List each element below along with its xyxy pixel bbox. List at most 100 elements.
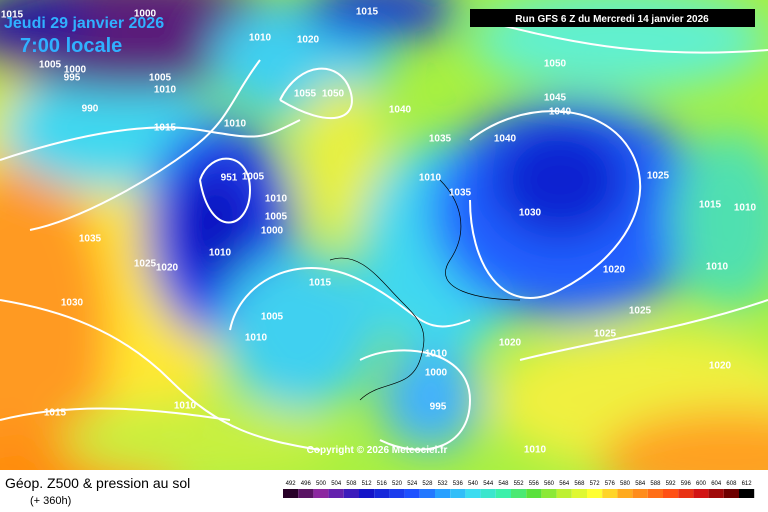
- colorbar-label: 524: [407, 481, 418, 487]
- colorbar-swatch: [404, 489, 420, 498]
- colorbar-swatch: [678, 489, 694, 498]
- colorbar-label: 496: [301, 481, 312, 487]
- colorbar-label: 528: [422, 481, 433, 487]
- copyright: Copyright © 2026 Meteociel.fr: [307, 445, 448, 456]
- colorbar-label: 568: [574, 481, 585, 487]
- pressure-label: 1015: [699, 200, 722, 211]
- run-info: Run GFS 6 Z du Mercredi 14 janvier 2026: [515, 14, 709, 25]
- pressure-label: 1010: [224, 119, 247, 130]
- pressure-label: 1040: [494, 134, 517, 145]
- colorbar-label: 592: [666, 481, 677, 487]
- pressure-label: 1020: [156, 263, 179, 274]
- pressure-label: 1000: [425, 368, 448, 379]
- pressure-label: 1010: [734, 203, 757, 214]
- colorbar-label: 572: [590, 481, 601, 487]
- colorbar-swatch: [419, 489, 435, 498]
- pressure-label: 1015: [356, 7, 379, 18]
- pressure-label: 1045: [544, 93, 567, 104]
- colorbar-swatch: [313, 489, 329, 498]
- colorbar-swatch: [602, 489, 618, 498]
- colorbar-label: 544: [483, 481, 494, 487]
- colorbar-swatch: [495, 489, 511, 498]
- colorbar-label: 540: [468, 481, 479, 487]
- colorbar-label: 556: [529, 481, 540, 487]
- pressure-label: 1035: [429, 134, 452, 145]
- pressure-label: 1005: [149, 73, 172, 84]
- pressure-label: 1000: [134, 9, 157, 20]
- colorbar-label: 608: [726, 481, 737, 487]
- pressure-label: 1010: [154, 85, 177, 96]
- pressure-label: 1005: [242, 172, 265, 183]
- forecast-date: Jeudi 29 janvier 2026: [4, 15, 164, 32]
- colorbar-swatch: [708, 489, 724, 498]
- colorbar-swatch: [374, 489, 390, 498]
- colorbar-swatch: [465, 489, 481, 498]
- colorbar-label: 552: [514, 481, 525, 487]
- colorbar-label: 500: [316, 481, 327, 487]
- pressure-label: 1010: [524, 445, 547, 456]
- pressure-label: 1015: [309, 278, 332, 289]
- pressure-label: 1005: [39, 60, 62, 71]
- colorbar-label: 612: [742, 481, 753, 487]
- pressure-label: 1000: [64, 65, 87, 76]
- colorbar-swatch: [739, 489, 755, 498]
- pressure-label: 995: [430, 402, 447, 413]
- pressure-label: 1020: [603, 265, 626, 276]
- pressure-label: 1025: [647, 171, 670, 182]
- colorbar-swatch: [663, 489, 679, 498]
- colorbar-label: 576: [605, 481, 616, 487]
- pressure-label: 1030: [519, 208, 542, 219]
- colorbar-label: 584: [635, 481, 646, 487]
- pressure-label: 1010: [425, 349, 448, 360]
- pressure-label: 1005: [265, 212, 288, 223]
- pressure-label: 1055: [294, 89, 317, 100]
- colorbar-label: 604: [711, 481, 722, 487]
- colorbar-label: 588: [650, 481, 661, 487]
- colorbar-swatch: [526, 489, 542, 498]
- colorbar-swatch: [693, 489, 709, 498]
- pressure-label: 990: [82, 104, 99, 115]
- colorbar-swatch: [511, 489, 527, 498]
- pressure-label: 1050: [544, 59, 567, 70]
- colorbar-label: 560: [544, 481, 555, 487]
- pressure-label: 1010: [209, 248, 232, 259]
- colorbar-swatch: [632, 489, 648, 498]
- pressure-label: 1020: [499, 338, 522, 349]
- colorbar-swatch: [556, 489, 572, 498]
- colorbar-swatch: [617, 489, 633, 498]
- colorbar-label: 600: [696, 481, 707, 487]
- pressure-label: 1010: [174, 401, 197, 412]
- pressure-label: 995: [64, 73, 81, 84]
- pressure-label: 1015: [154, 123, 177, 134]
- pressure-label: 1030: [61, 298, 84, 309]
- colorbar-label: 504: [331, 481, 342, 487]
- pressure-label: 1050: [322, 89, 345, 100]
- colorbar-label: 508: [346, 481, 357, 487]
- colorbar-swatch: [283, 489, 299, 498]
- pressure-label: 1035: [449, 188, 472, 199]
- pressure-label: 1025: [594, 329, 617, 340]
- pressure-label: 1000: [261, 226, 284, 237]
- pressure-label: 951: [221, 173, 238, 184]
- pressure-label: 1035: [79, 234, 102, 245]
- colorbar-swatch: [587, 489, 603, 498]
- colorbar-swatch: [435, 489, 451, 498]
- run-box: [470, 9, 755, 27]
- pressure-label: 1010: [249, 33, 272, 44]
- pressure-label: 1010: [419, 173, 442, 184]
- colorbar-label: 548: [498, 481, 509, 487]
- pressure-label: 1025: [629, 306, 652, 317]
- colorbar-label: 580: [620, 481, 631, 487]
- pressure-label: 1040: [549, 107, 572, 118]
- pressure-label: 1040: [389, 105, 412, 116]
- colorbar-swatch: [723, 489, 739, 498]
- legend-title: Géop. Z500 & pression au sol: [5, 475, 190, 491]
- coastlines: [329, 179, 521, 401]
- colorbar-swatch: [647, 489, 663, 498]
- pressure-label: 1010: [245, 333, 268, 344]
- colorbar-label: 516: [377, 481, 388, 487]
- colorbar-label: 492: [286, 481, 297, 487]
